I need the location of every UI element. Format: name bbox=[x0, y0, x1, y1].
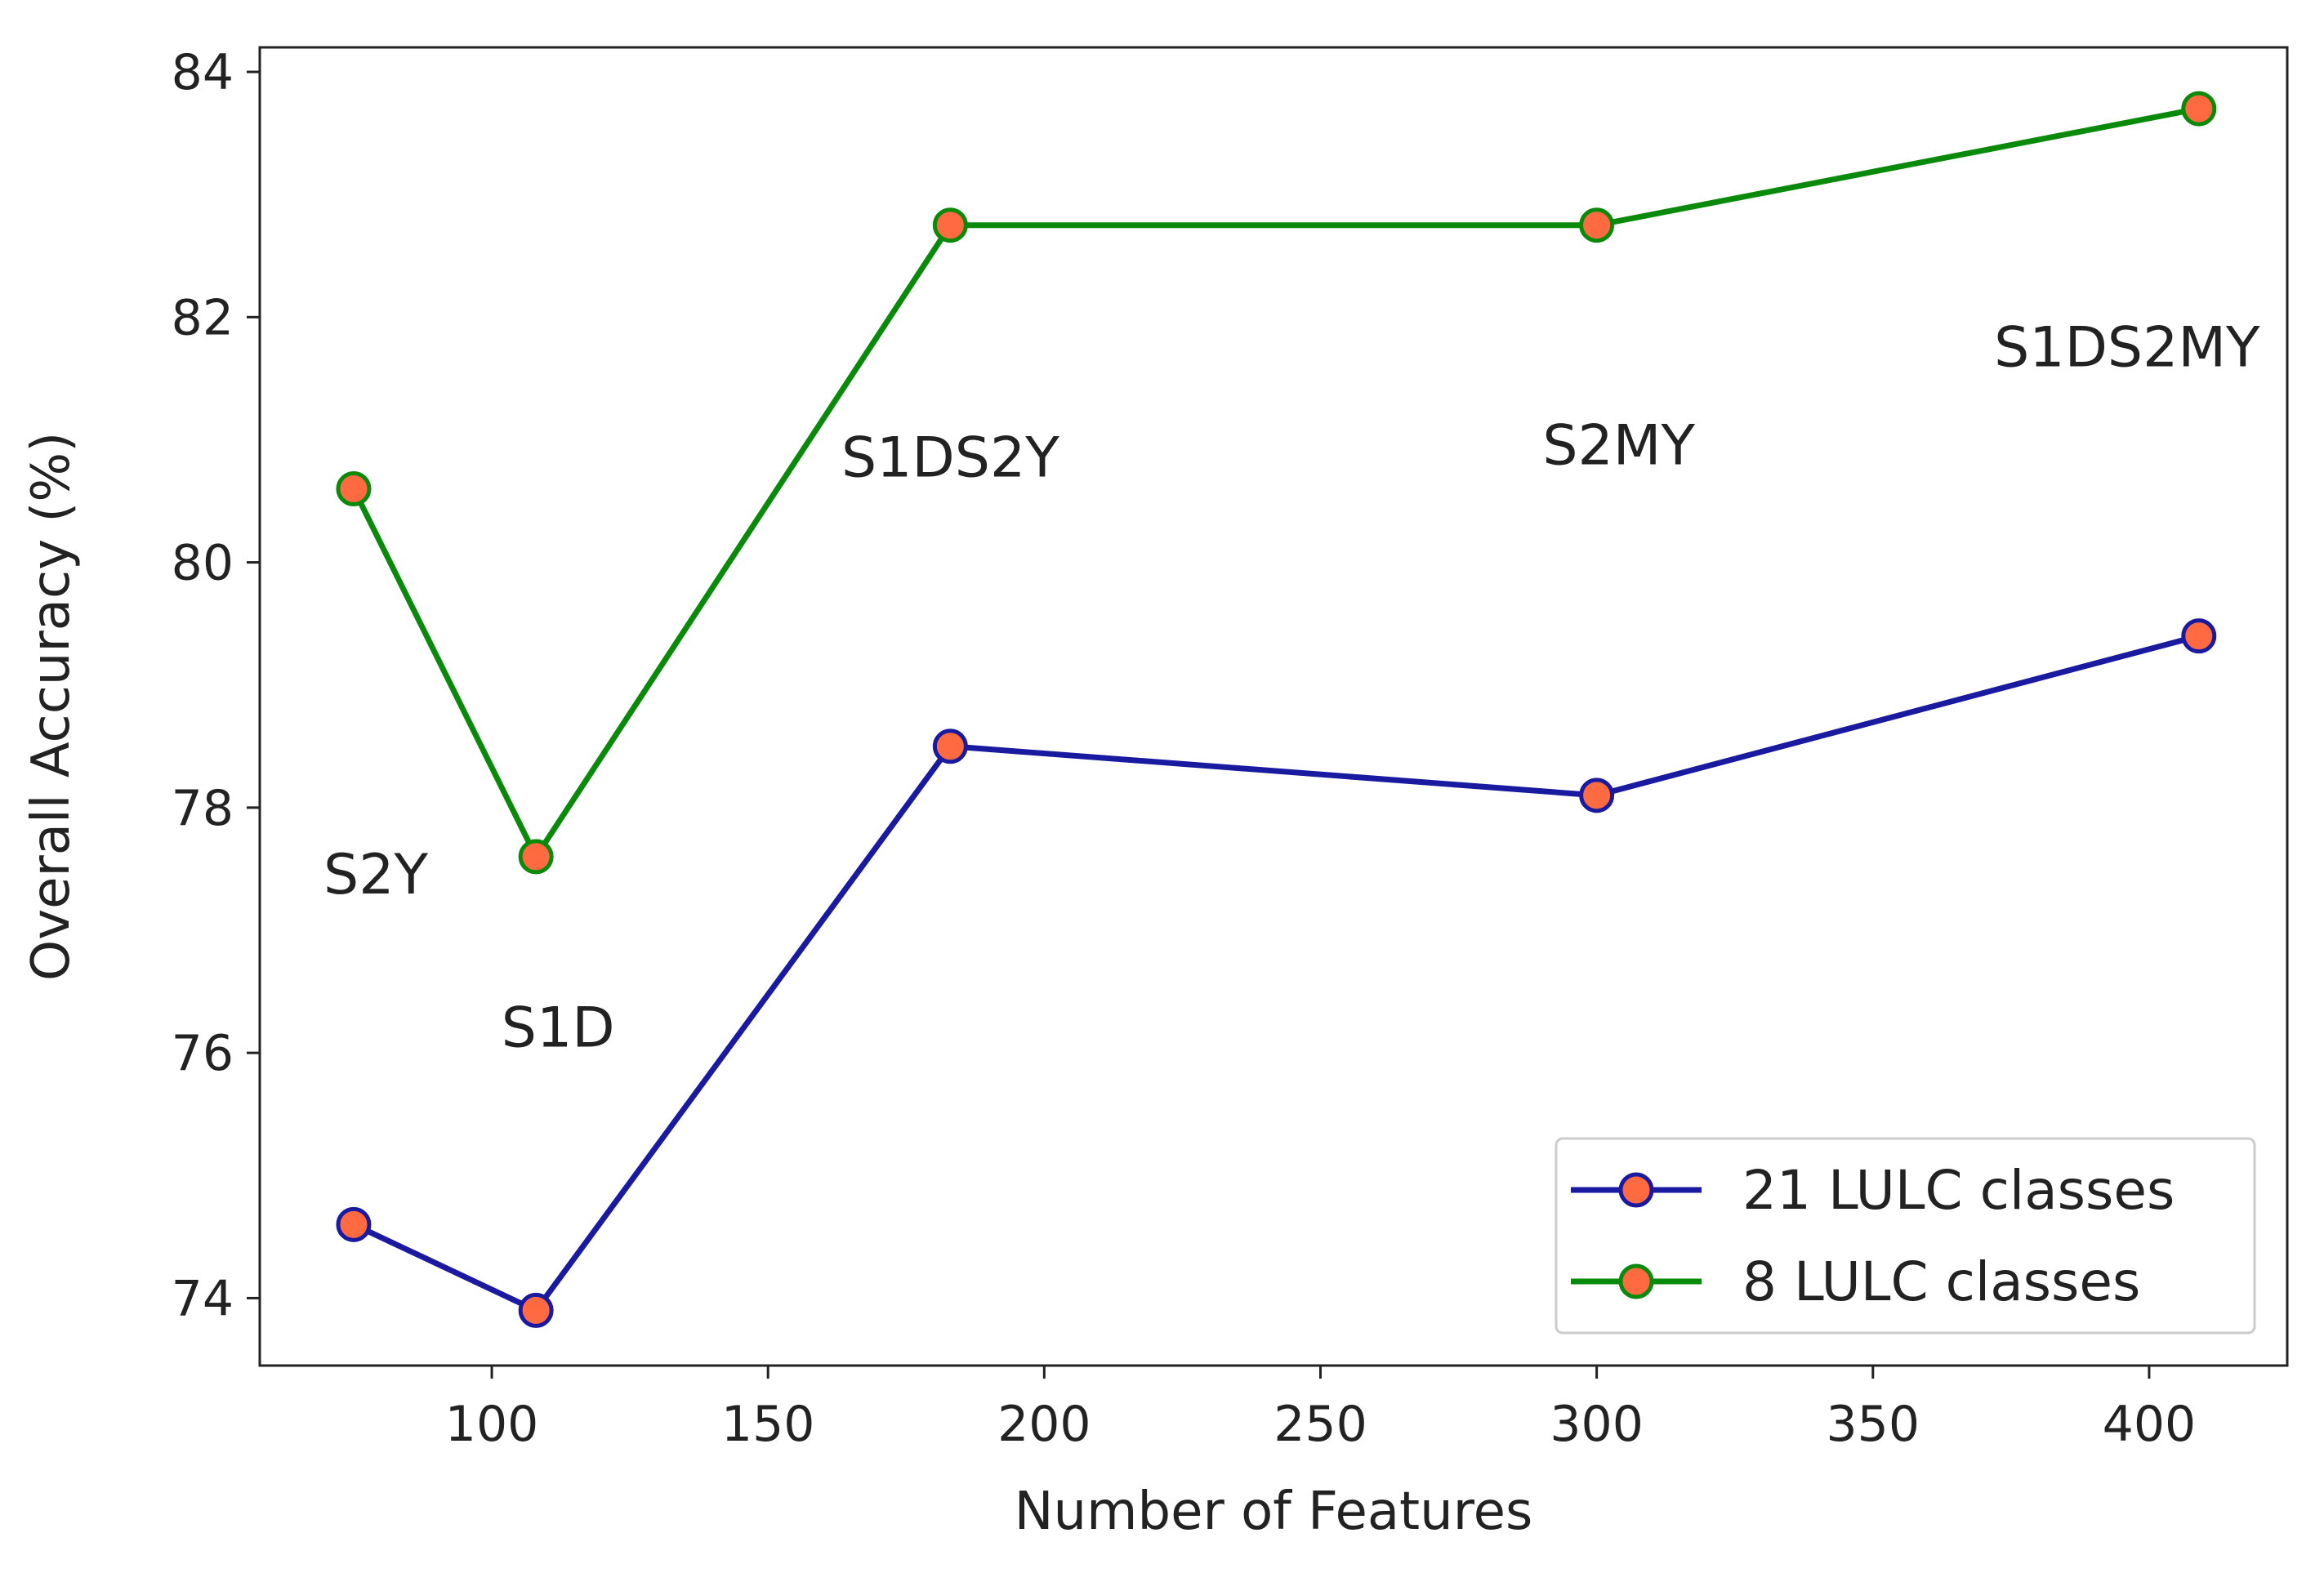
x-tick-label: 150 bbox=[721, 1396, 815, 1453]
legend-marker bbox=[1618, 1172, 1654, 1208]
y-tick-label: 84 bbox=[172, 44, 234, 101]
y-tick-label: 78 bbox=[172, 780, 234, 837]
legend-item: 21 LULC classes bbox=[1571, 1159, 2175, 1222]
x-tick-label: 250 bbox=[1274, 1396, 1367, 1453]
x-tick-label: 200 bbox=[997, 1396, 1091, 1453]
y-axis-ticks: 74 76 78 80 82 84 bbox=[172, 44, 260, 1327]
data-point bbox=[2181, 91, 2217, 127]
data-point bbox=[932, 729, 968, 764]
x-tick-label: 300 bbox=[1550, 1396, 1644, 1453]
point-annotation: S1D bbox=[502, 996, 615, 1061]
plot-frame bbox=[258, 46, 2289, 1367]
data-point bbox=[518, 839, 554, 875]
x-axis-ticks: 100 150 200 250 300 350 400 bbox=[445, 1366, 2196, 1453]
annotation-layer: S2Y S1D S1DS2Y S2MY S1DS2MY bbox=[323, 315, 2260, 1060]
y-tick-label: 76 bbox=[172, 1025, 234, 1082]
legend-marker bbox=[1618, 1263, 1654, 1299]
data-point bbox=[1579, 207, 1615, 243]
x-tick-label: 350 bbox=[1827, 1396, 1920, 1453]
data-point bbox=[1579, 778, 1615, 813]
x-axis-label: Number of Features bbox=[1015, 1482, 1533, 1542]
data-point bbox=[932, 207, 968, 243]
point-annotation: S1DS2Y bbox=[841, 426, 1059, 490]
legend-label: 21 LULC classes bbox=[1742, 1159, 2175, 1222]
series-21-lulc-classes bbox=[336, 618, 2217, 1328]
series-8-lulc-classes bbox=[336, 91, 2217, 875]
series-layer bbox=[336, 91, 2217, 1328]
point-annotation: S2Y bbox=[323, 843, 428, 907]
point-annotation: S1DS2MY bbox=[1994, 315, 2260, 380]
y-tick-label: 80 bbox=[172, 535, 234, 592]
data-point bbox=[336, 471, 372, 507]
data-point bbox=[518, 1292, 554, 1328]
legend-label: 8 LULC classes bbox=[1742, 1250, 2140, 1313]
y-tick-label: 82 bbox=[172, 289, 234, 346]
legend-box bbox=[1555, 1137, 2256, 1335]
point-annotation: S2MY bbox=[1542, 413, 1695, 478]
data-point bbox=[2181, 618, 2217, 654]
legend: 21 LULC classes 8 LULC classes bbox=[1555, 1137, 2256, 1335]
plot-border bbox=[258, 46, 2289, 1367]
x-tick-label: 100 bbox=[445, 1396, 539, 1453]
y-tick-label: 74 bbox=[172, 1270, 234, 1327]
y-axis-label: Overall Accuracy (%) bbox=[21, 432, 82, 981]
x-tick-label: 400 bbox=[2103, 1396, 2197, 1453]
data-point bbox=[336, 1206, 372, 1242]
legend-item: 8 LULC classes bbox=[1571, 1250, 2140, 1313]
